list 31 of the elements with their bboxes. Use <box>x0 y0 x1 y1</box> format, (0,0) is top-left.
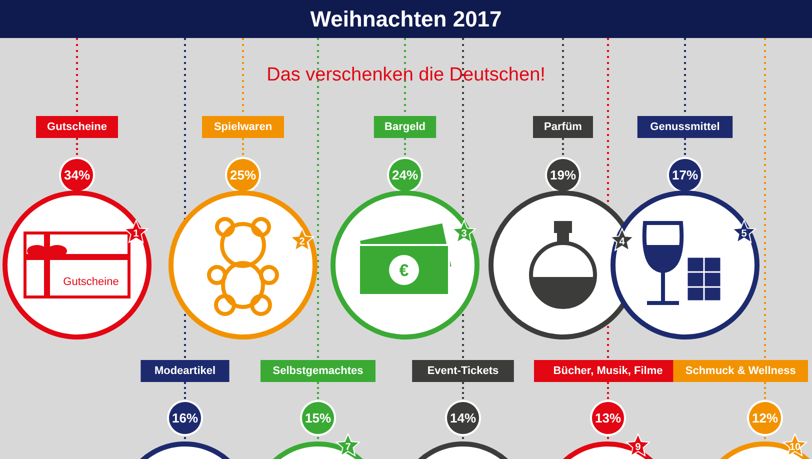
star-badge-icon: 2 <box>289 227 315 252</box>
category-label: Bücher, Musik, Filme <box>553 365 663 377</box>
category-label: Gutscheine <box>47 121 107 133</box>
data-label: 19% <box>550 168 576 182</box>
star-badge-icon: 1 <box>123 219 149 244</box>
star-badge-icon: 4 <box>609 227 635 252</box>
star-badge-icon: 3 <box>451 219 477 244</box>
star-badge-icon: 7 <box>335 432 361 457</box>
text: Weihnachten 2017 <box>310 6 502 32</box>
data-label: 14% <box>450 410 476 426</box>
category-label: Selbstgemachtes <box>272 365 364 377</box>
category-label: Parfüm <box>544 121 582 133</box>
star-badge-icon: 5 <box>731 219 757 244</box>
text: Das verschenken die Deutschen! <box>266 64 546 86</box>
category-label: Genussmittel <box>650 121 720 133</box>
category-label: Event-Tickets <box>427 365 499 377</box>
data-label: 25% <box>230 168 256 182</box>
data-label: 24% <box>392 168 418 182</box>
data-label: 34% <box>64 168 90 182</box>
data-label: 16% <box>172 410 198 426</box>
category-label: Modeartikel <box>154 365 216 377</box>
data-label: 15% <box>304 410 332 426</box>
category-label: Bargeld <box>384 121 426 133</box>
star-badge-icon: 9 <box>625 432 651 457</box>
data-label: 17% <box>672 168 698 182</box>
data-label: 12% <box>752 410 778 426</box>
category-label: Spielwaren <box>214 121 272 133</box>
data-label: 13% <box>594 410 622 426</box>
gift-card-icon: Gutscheine <box>24 232 130 298</box>
star-badge-icon: 10 <box>782 432 808 457</box>
category-label: Schmuck & Wellness <box>685 365 796 377</box>
